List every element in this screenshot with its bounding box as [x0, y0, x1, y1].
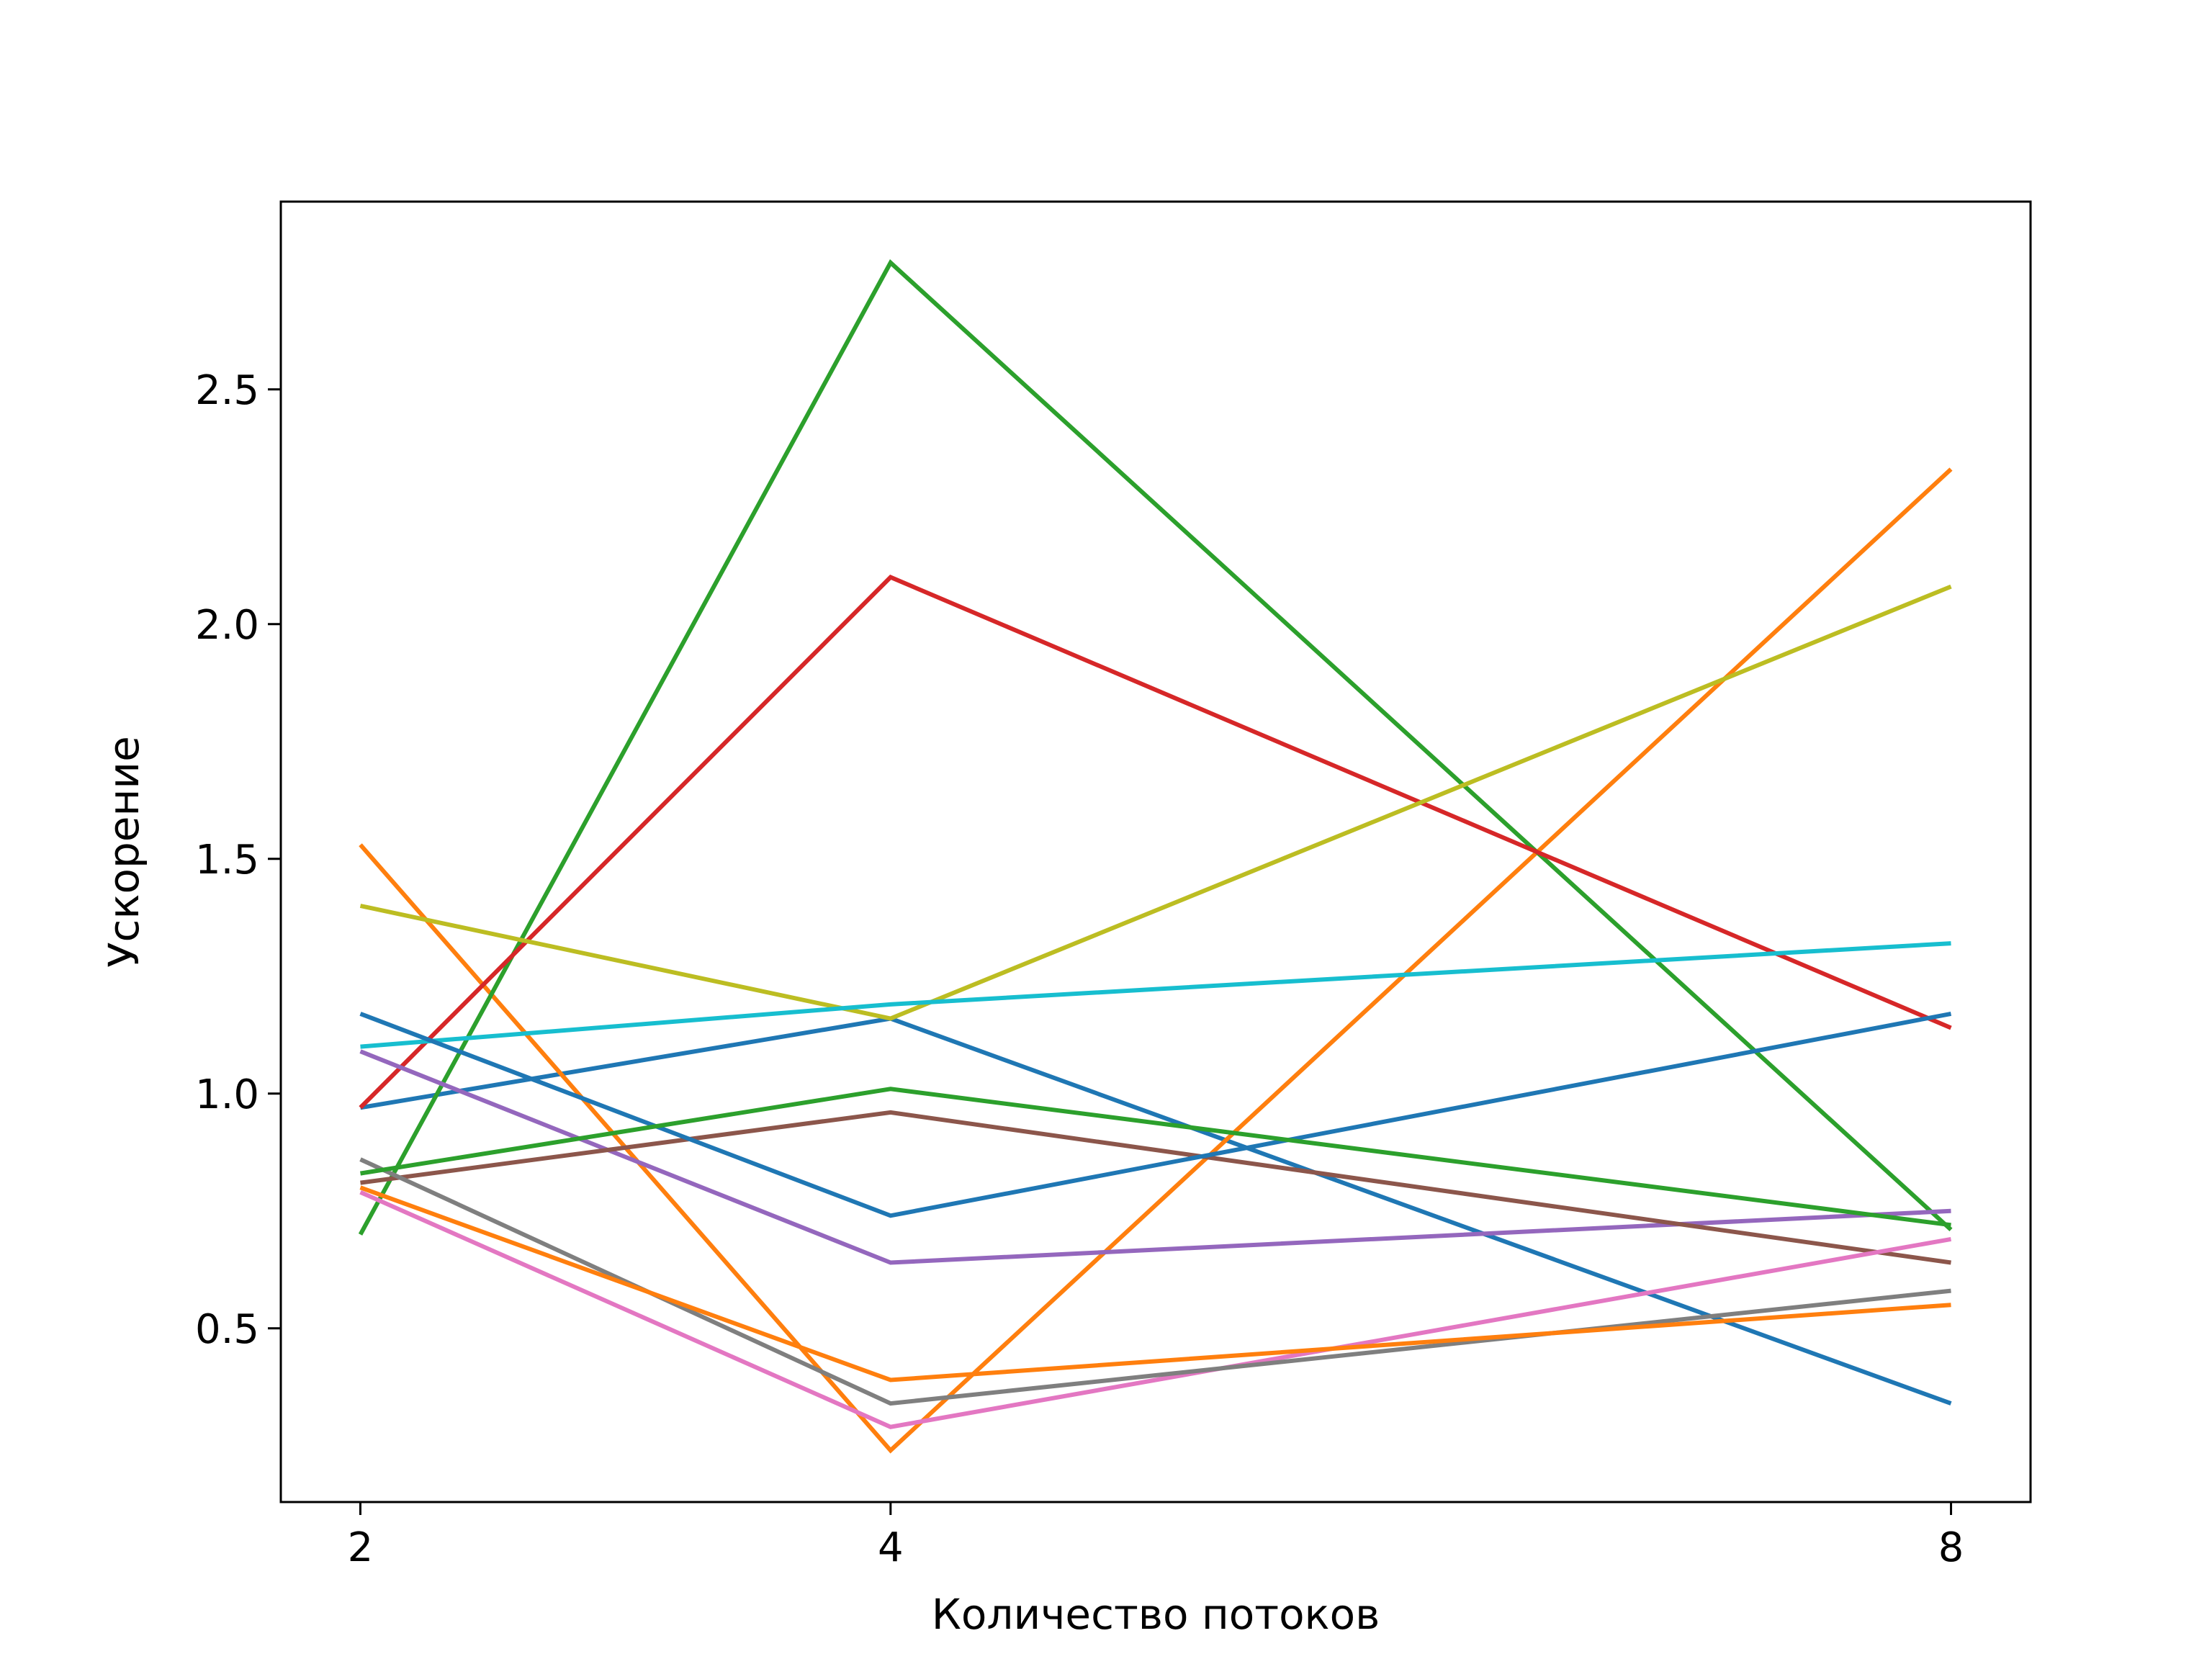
y-tick-label-2.5: 2.5: [195, 367, 259, 414]
series-layer: [358, 259, 1953, 1454]
x-tick-label-2: 2: [348, 1524, 374, 1571]
series-line-4: [359, 575, 1952, 1110]
series-line-11: [359, 1011, 1952, 1218]
y-tick-label-2.0: 2.0: [195, 602, 259, 649]
series-line-13: [360, 1087, 1951, 1228]
y-axis-label: Ускорение: [99, 736, 148, 968]
series-line-3: [358, 259, 1953, 1236]
series-line-9: [359, 584, 1952, 1021]
plot-area-frame: [279, 200, 2032, 1503]
x-axis: 2 4 8: [348, 1502, 1964, 1571]
x-tick-label-8: 8: [1938, 1524, 1964, 1571]
series-line-12: [359, 1185, 1951, 1382]
y-tick-label-1.0: 1.0: [195, 1071, 259, 1118]
series-line-5: [359, 1049, 1951, 1265]
y-tick-label-1.5: 1.5: [195, 837, 259, 884]
x-tick-label-4: 4: [878, 1524, 904, 1571]
x-axis-label: Количество потоков: [932, 1590, 1380, 1639]
series-line-7: [359, 1190, 1952, 1429]
y-tick-label-0.5: 0.5: [195, 1306, 259, 1353]
series-line-2: [359, 467, 1953, 1454]
series-line-6: [360, 1110, 1951, 1265]
series-line-10: [360, 941, 1951, 1049]
y-axis: 0.5 1.0 1.5 2.0 2.5: [195, 367, 281, 1353]
